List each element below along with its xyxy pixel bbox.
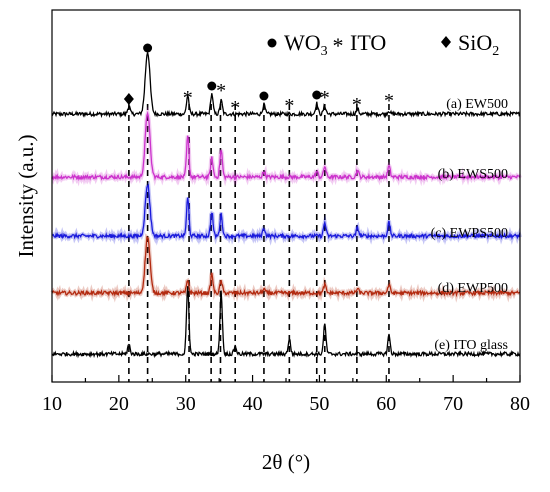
series-line — [51, 286, 521, 359]
ito-marker: * — [230, 97, 240, 119]
x-tick-label: 30 — [176, 393, 196, 415]
series-label: (c) EWPS500 — [431, 226, 508, 241]
ito-marker: * — [384, 90, 394, 112]
legend-label-main: SiO — [458, 30, 492, 55]
series-labels: (a) EW500 (b) EWS500 (c) EWPS500 (d) EWP500… — [431, 97, 508, 353]
legend-label: WO3 — [284, 30, 328, 59]
x-tick-label: 70 — [443, 393, 463, 415]
legend-sio2-icon — [441, 36, 451, 48]
series-group — [50, 52, 522, 359]
ito-marker: * — [320, 87, 330, 109]
series-label: (a) EW500 — [446, 97, 508, 112]
ito-marker: * — [183, 87, 193, 109]
legend-label-subscript: 3 — [321, 44, 328, 59]
wo3-marker — [259, 91, 269, 101]
peak-markers: * ** * * * * — [123, 43, 394, 119]
x-tick-label: 40 — [243, 393, 263, 415]
x-tick-label: 50 — [309, 393, 329, 415]
x-tick-label: 80 — [510, 393, 530, 415]
x-tick-label: 10 — [42, 393, 62, 415]
x-axis-label: 2θ (°) — [262, 450, 310, 474]
wo3-marker — [143, 43, 153, 53]
wo3-marker — [207, 81, 217, 91]
wo3-marker — [312, 90, 322, 100]
legend-wo3-icon — [267, 38, 277, 48]
sio2-marker — [123, 93, 134, 105]
plot-frame — [51, 9, 521, 383]
ito-marker: * — [352, 94, 362, 116]
y-axis-label: Intensity (a.u.) — [14, 134, 38, 257]
series-line — [51, 110, 521, 182]
legend-label-subscript: 2 — [492, 44, 499, 59]
series-label: (b) EWS500 — [438, 167, 508, 182]
legend-label-main: ITO — [350, 30, 386, 55]
series-label: (e) ITO glass — [434, 338, 508, 353]
x-axis-ticks: 10 20 30 40 50 60 70 80 — [42, 375, 530, 415]
x-tick-label: 20 — [109, 393, 129, 415]
legend-label: ITO — [350, 30, 386, 55]
series-label: (d) EWP500 — [438, 281, 508, 296]
legend-label: SiO2 — [458, 30, 499, 59]
series-line — [51, 235, 521, 298]
ito-marker: * — [216, 80, 226, 102]
series-line — [51, 52, 521, 119]
legend-label-main: WO — [284, 30, 321, 55]
x-tick-label: 60 — [376, 393, 396, 415]
ito-marker: * — [284, 95, 294, 117]
reference-lines — [128, 104, 390, 382]
series-line — [51, 183, 521, 241]
legend: WO3 * ITO SiO2 — [267, 30, 499, 59]
legend-ito-icon: * — [333, 33, 344, 58]
